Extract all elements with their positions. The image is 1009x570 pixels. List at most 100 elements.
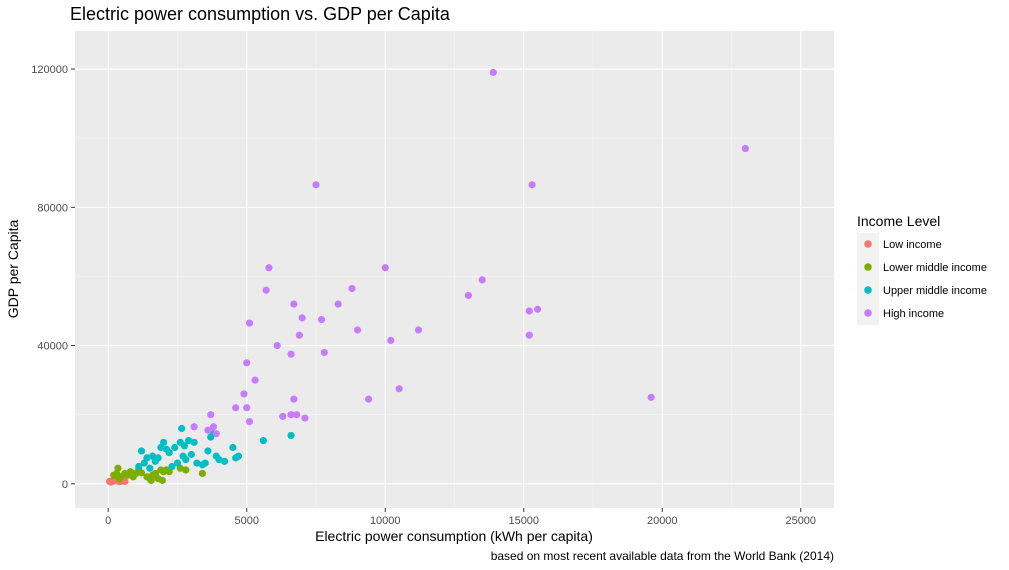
data-point <box>165 449 173 457</box>
legend-key <box>864 286 872 294</box>
y-tick-label: 40000 <box>37 341 68 353</box>
data-point <box>287 411 295 419</box>
data-point <box>387 336 395 344</box>
data-point <box>204 447 212 455</box>
data-point <box>273 341 281 350</box>
data-point <box>259 436 267 445</box>
data-point <box>204 426 212 434</box>
data-point <box>290 395 298 403</box>
data-point <box>220 457 229 465</box>
data-point <box>135 462 143 471</box>
data-point <box>647 393 655 401</box>
data-point <box>184 436 193 445</box>
data-point <box>525 307 533 315</box>
data-point <box>190 423 198 431</box>
data-point <box>234 452 243 460</box>
legend-items: Low income Lower middle income Upper middl… <box>857 233 987 325</box>
legend-key-background <box>857 233 879 325</box>
data-point <box>395 385 403 393</box>
data-point <box>201 459 209 467</box>
data-point <box>209 423 218 431</box>
data-point <box>741 144 749 153</box>
data-point <box>381 264 389 272</box>
data-point <box>317 316 326 324</box>
data-point <box>243 404 251 412</box>
data-point <box>287 431 295 440</box>
data-point <box>279 412 287 421</box>
data-point <box>265 264 273 272</box>
data-point <box>295 331 303 339</box>
x-axis-title: Electric power consumption (kWh per capi… <box>315 528 593 544</box>
x-tick-label: 10000 <box>370 515 401 527</box>
data-point <box>198 469 207 478</box>
legend-key <box>864 240 872 248</box>
chart-caption: based on most recent available data from… <box>491 549 834 563</box>
x-tick-label: 0 <box>105 515 111 527</box>
x-tick-label: 20000 <box>647 515 678 527</box>
legend-label: Lower middle income <box>883 262 987 274</box>
chart-title: Electric power consumption vs. GDP per C… <box>70 4 451 24</box>
x-tick-label: 25000 <box>785 515 816 527</box>
legend-label: Low income <box>883 239 942 251</box>
data-point <box>212 430 220 438</box>
data-point <box>353 326 362 334</box>
data-point <box>287 350 295 358</box>
data-point <box>168 462 176 471</box>
data-point <box>154 454 162 462</box>
y-tick-label: 0 <box>62 479 68 491</box>
data-point <box>178 424 186 433</box>
data-point <box>229 443 237 452</box>
data-point <box>293 411 301 419</box>
data-point <box>348 284 356 293</box>
x-tick-label: 5000 <box>235 515 259 527</box>
data-point <box>173 459 182 467</box>
data-point <box>320 348 328 357</box>
data-point <box>365 395 373 403</box>
data-point <box>534 305 542 313</box>
data-point <box>298 314 306 322</box>
data-point <box>180 442 189 450</box>
legend: Income Level Low income Lower middle inco… <box>857 213 987 325</box>
data-point <box>414 326 423 334</box>
y-axis-title: GDP per Capita <box>5 220 21 319</box>
data-point <box>160 438 168 446</box>
data-point <box>146 464 154 472</box>
data-point <box>207 411 215 419</box>
data-point <box>182 466 190 474</box>
data-point <box>171 443 179 452</box>
data-point <box>245 417 254 426</box>
data-point <box>158 476 166 484</box>
legend-title: Income Level <box>857 213 940 229</box>
data-point <box>137 447 146 455</box>
legend-key <box>864 309 872 317</box>
data-point <box>528 181 536 189</box>
data-point <box>262 286 270 294</box>
y-tick-label: 120000 <box>31 64 68 76</box>
data-point <box>489 68 497 77</box>
data-point <box>245 319 254 327</box>
data-point <box>525 331 533 339</box>
data-point <box>251 376 259 384</box>
data-point <box>137 469 146 477</box>
plot-panel <box>75 31 834 508</box>
y-axis-ticks: 0 40000 80000 120000 <box>31 64 75 491</box>
data-point <box>187 450 195 459</box>
data-point <box>290 300 298 308</box>
data-point <box>143 454 151 462</box>
data-point <box>193 459 201 467</box>
data-point <box>312 181 320 189</box>
data-point <box>215 456 223 464</box>
x-axis-ticks: 0 5000 10000 15000 20000 25000 <box>105 508 816 527</box>
data-point <box>334 300 342 308</box>
data-point <box>114 464 122 472</box>
data-points <box>106 68 749 486</box>
legend-label: Upper middle income <box>883 285 987 297</box>
data-point <box>301 414 309 422</box>
legend-label: High income <box>883 308 944 320</box>
data-point <box>232 404 240 412</box>
legend-key <box>864 263 872 271</box>
data-point <box>243 359 251 367</box>
data-point <box>182 456 190 464</box>
grid-minor <box>75 31 834 508</box>
